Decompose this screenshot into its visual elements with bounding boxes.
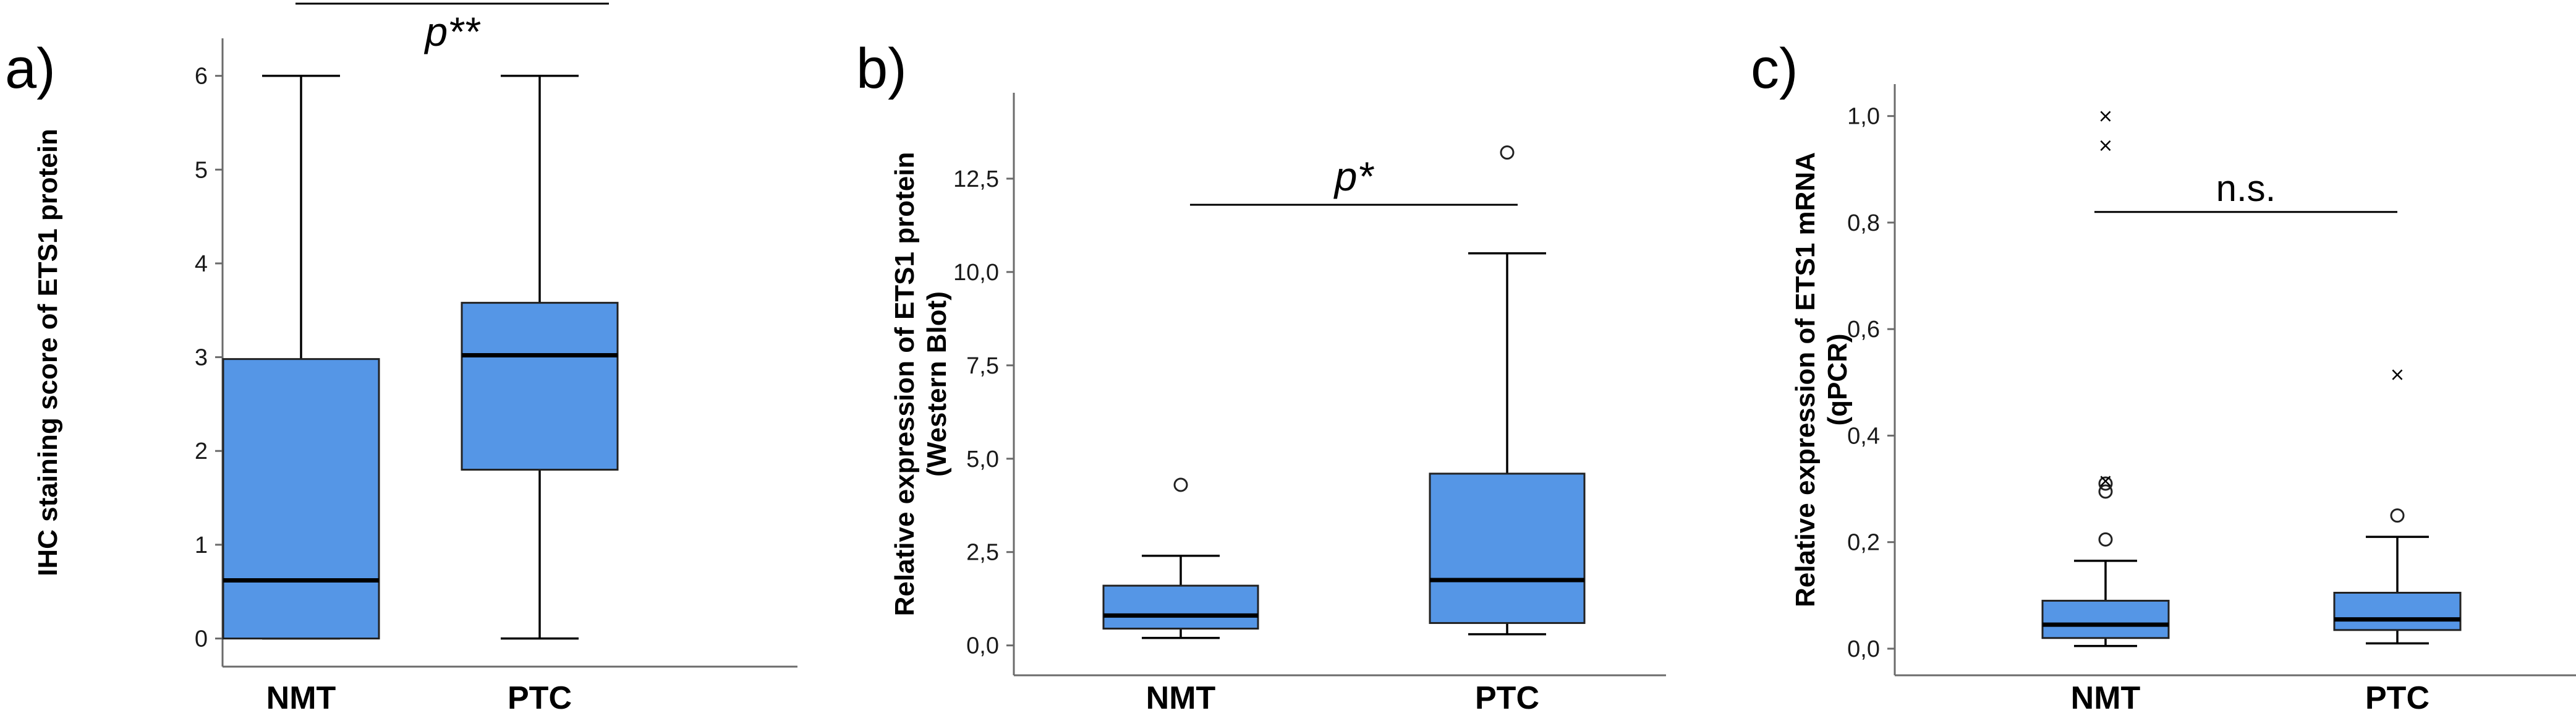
y-tick-label: 6 xyxy=(195,64,208,90)
panel-label: c) xyxy=(1751,37,1798,100)
y-tick-label: 2,5 xyxy=(966,540,999,566)
extreme-point: × xyxy=(2098,135,2113,156)
y-tick-label: 1 xyxy=(195,532,208,558)
box-ptc: PTC xyxy=(461,74,619,716)
iqr-box xyxy=(222,358,380,640)
panel-label: b) xyxy=(856,37,907,100)
panel-label: a) xyxy=(5,37,56,100)
box-nmt: × × × NMT xyxy=(2041,106,2170,716)
y-tick-label: 0,8 xyxy=(1847,210,1880,236)
y-tick-label: 7,5 xyxy=(966,353,999,379)
y-tick-label: 4 xyxy=(195,251,208,277)
y-axis-title: Relative expression of ETS1 protein xyxy=(890,152,920,617)
iqr-box xyxy=(1102,584,1259,630)
x-category-label: NMT xyxy=(266,680,336,716)
iqr-box xyxy=(2041,599,2170,639)
outlier-point xyxy=(1173,477,1188,492)
y-axis-title: IHC staining score of ETS1 protein xyxy=(33,129,63,576)
y-tick-label: 3 xyxy=(195,345,208,371)
x-category-label: PTC xyxy=(1475,680,1539,716)
outlier-point xyxy=(2390,508,2405,523)
significance-label: p** xyxy=(423,9,480,54)
box-ptc: PTC xyxy=(1429,145,1586,716)
y-tick-label: 5 xyxy=(195,157,208,183)
outlier-point xyxy=(2098,532,2113,547)
iqr-box xyxy=(2333,592,2462,631)
y-tick-label: 1,0 xyxy=(1847,104,1880,130)
significance-label: n.s. xyxy=(2216,168,2276,209)
y-tick-label: 5,0 xyxy=(966,446,999,472)
box-nmt: NMT xyxy=(222,74,380,716)
y-tick-label: 0,0 xyxy=(966,633,999,659)
box-nmt: NMT xyxy=(1102,477,1259,716)
y-axis-title-line2: (Western Blot) xyxy=(922,291,952,477)
y-axis-title: Relative expression of ETS1 mRNA xyxy=(1790,152,1821,607)
y-tick-label: 2 xyxy=(195,438,208,464)
y-tick-label: 0,2 xyxy=(1847,530,1880,556)
outlier-point xyxy=(1500,145,1515,160)
extreme-point: × xyxy=(2098,471,2113,492)
y-tick-label: 0,6 xyxy=(1847,317,1880,343)
x-category-label: PTC xyxy=(508,680,572,716)
x-category-label: NMT xyxy=(2071,680,2141,716)
y-tick-label: 0,4 xyxy=(1847,423,1880,449)
iqr-box xyxy=(461,302,619,471)
iqr-box xyxy=(1429,472,1586,624)
extreme-point: × xyxy=(2389,364,2405,385)
y-axis-title-line2: (qPCR) xyxy=(1822,333,1853,425)
panel-a: a) 0 1 2 3 4 5 6 IHC staining score of ETS1 prot… xyxy=(5,2,797,716)
extreme-point: × xyxy=(2098,106,2113,127)
x-category-label: NMT xyxy=(1146,680,1216,716)
outlier-point xyxy=(2098,476,2113,491)
y-tick-label: 12,5 xyxy=(953,166,999,192)
y-tick-label: 0 xyxy=(195,626,208,652)
y-tick-label: 10,0 xyxy=(953,260,999,286)
box-ptc: × PTC xyxy=(2333,364,2462,716)
panel-c: c) 0,0 0,2 0,4 0,6 0,8 1,0 Relative expression … xyxy=(1751,37,2576,716)
panel-b: b) 0,0 2,5 5,0 7,5 10,0 12,5 Relative expressio… xyxy=(856,37,1666,716)
x-category-label: PTC xyxy=(2365,680,2429,716)
outlier-point xyxy=(2098,484,2113,499)
y-tick-label: 0,0 xyxy=(1847,636,1880,662)
significance-label: p* xyxy=(1333,153,1375,199)
